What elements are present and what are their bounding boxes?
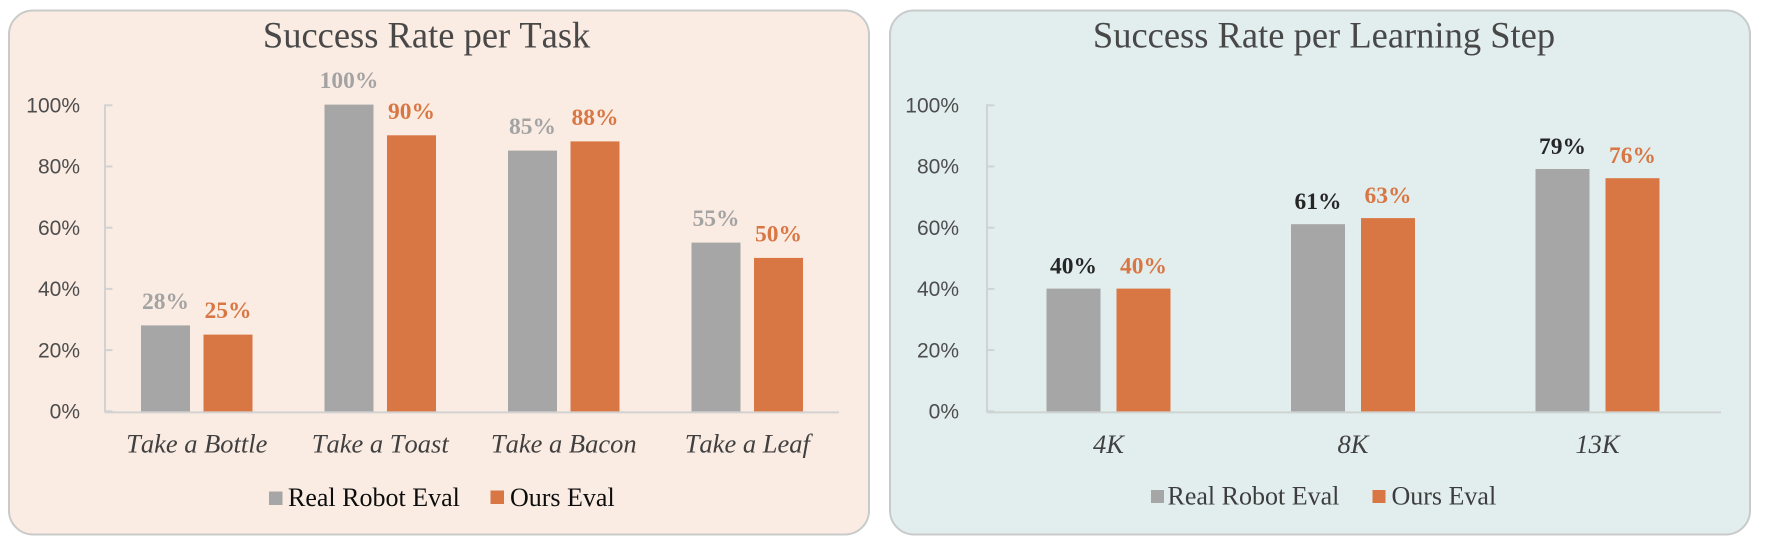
svg-text:100%: 100% — [905, 95, 959, 118]
svg-text:Success Rate per Learning Step: Success Rate per Learning Step — [1093, 15, 1555, 56]
svg-text:88%: 88% — [572, 105, 619, 131]
svg-text:100%: 100% — [26, 95, 80, 118]
svg-text:80%: 80% — [917, 156, 959, 179]
svg-text:Take a Leaf: Take a Leaf — [685, 429, 814, 459]
svg-text:40%: 40% — [1050, 254, 1097, 280]
svg-text:25%: 25% — [205, 298, 252, 324]
svg-text:Real Robot Eval: Real Robot Eval — [288, 483, 460, 512]
svg-text:60%: 60% — [38, 217, 80, 240]
svg-text:13K: 13K — [1575, 429, 1621, 459]
svg-text:100%: 100% — [320, 68, 379, 94]
svg-text:8K: 8K — [1338, 429, 1370, 459]
svg-text:Ours Eval: Ours Eval — [510, 483, 615, 512]
svg-text:0%: 0% — [929, 401, 959, 424]
svg-text:4K: 4K — [1093, 429, 1125, 459]
svg-text:40%: 40% — [917, 278, 959, 301]
svg-text:61%: 61% — [1295, 189, 1342, 215]
svg-text:40%: 40% — [1120, 254, 1167, 280]
svg-text:28%: 28% — [142, 289, 189, 315]
svg-text:76%: 76% — [1609, 143, 1656, 169]
svg-text:20%: 20% — [38, 339, 80, 362]
svg-text:85%: 85% — [509, 114, 556, 140]
svg-text:0%: 0% — [50, 401, 80, 424]
svg-text:Real Robot Eval: Real Robot Eval — [1168, 482, 1340, 511]
svg-text:Take a Bacon: Take a Bacon — [491, 429, 637, 459]
svg-text:Take a Toast: Take a Toast — [312, 429, 450, 459]
svg-text:55%: 55% — [693, 206, 740, 232]
svg-text:63%: 63% — [1365, 183, 1412, 209]
svg-text:50%: 50% — [755, 221, 802, 247]
svg-text:Success Rate per Task: Success Rate per Task — [263, 15, 591, 56]
svg-text:79%: 79% — [1539, 134, 1586, 160]
svg-text:20%: 20% — [917, 339, 959, 362]
svg-text:90%: 90% — [388, 99, 435, 125]
svg-text:40%: 40% — [38, 278, 80, 301]
svg-text:Take a Bottle: Take a Bottle — [126, 429, 268, 459]
svg-text:60%: 60% — [917, 217, 959, 240]
svg-text:80%: 80% — [38, 156, 80, 179]
svg-text:Ours Eval: Ours Eval — [1392, 482, 1497, 511]
